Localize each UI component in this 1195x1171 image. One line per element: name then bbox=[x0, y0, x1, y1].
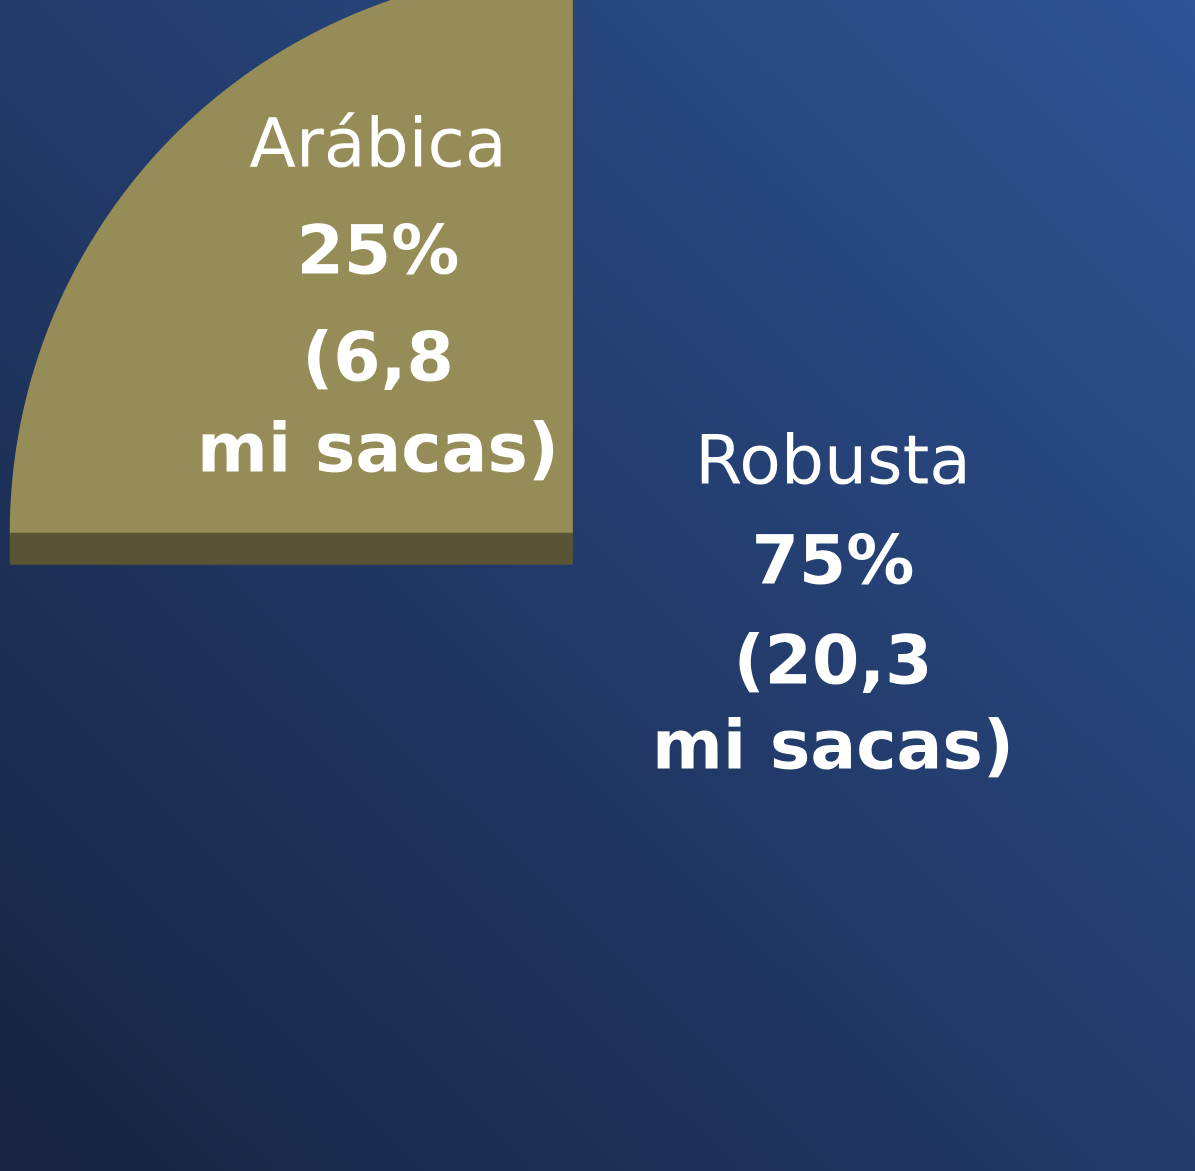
slice-name: Robusta bbox=[695, 422, 971, 501]
value-label: 75% bbox=[752, 522, 915, 601]
pie-slice bbox=[9, 0, 573, 533]
detail-label: mi sacas) bbox=[197, 409, 559, 488]
detail-label: (6,8 bbox=[302, 319, 454, 398]
slice-name: Arábica bbox=[249, 105, 506, 184]
value-label: 25% bbox=[297, 212, 460, 291]
detail-label: mi sacas) bbox=[652, 707, 1014, 786]
detail-label: (20,3 bbox=[734, 622, 933, 701]
